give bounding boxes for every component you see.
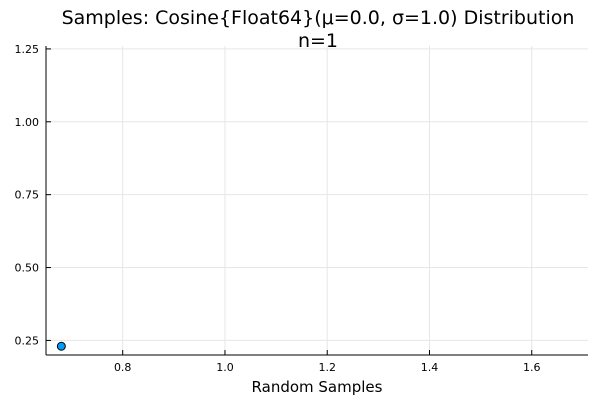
y-tick-label: 0.75	[15, 189, 40, 202]
x-tick-label: 1.6	[523, 361, 541, 374]
y-tick-label: 1.00	[15, 116, 40, 129]
x-tick-label: 1.0	[216, 361, 234, 374]
x-tick-label: 0.8	[114, 361, 132, 374]
ticks: 0.8 1.0 1.2 1.4 1.6 0.25 0.50 0.75 1.00 1.25	[15, 43, 541, 374]
axes	[45, 46, 588, 356]
y-tick-label: 0.50	[15, 262, 40, 275]
chart-subtitle: n=1	[298, 30, 338, 52]
x-tick-label: 1.2	[318, 361, 336, 374]
data-point	[56, 341, 66, 351]
chart-title: Samples: Cosine{Float64}(μ=0.0, σ=1.0) D…	[62, 7, 575, 29]
grid	[46, 46, 588, 355]
x-tick-label: 1.4	[421, 361, 439, 374]
data-points	[56, 341, 66, 351]
x-axis-label: Random Samples	[252, 378, 383, 396]
y-tick-label: 1.25	[15, 43, 40, 56]
y-tick-label: 0.25	[15, 334, 40, 347]
